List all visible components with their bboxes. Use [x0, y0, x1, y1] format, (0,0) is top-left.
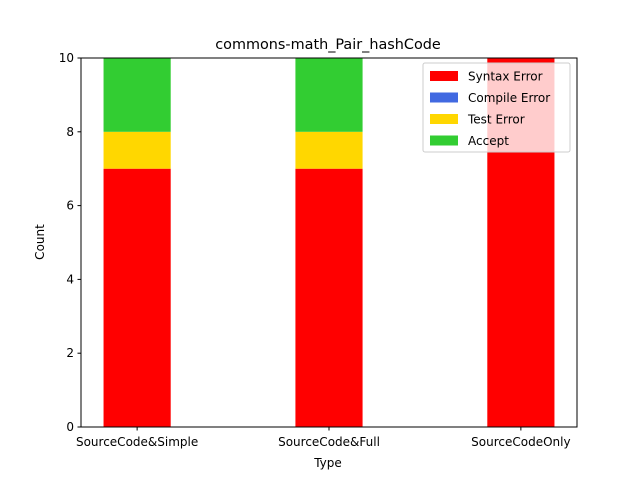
y-tick-label: 8	[66, 125, 74, 139]
bar-accept-0	[103, 58, 171, 132]
bar-syntax-error-1	[295, 168, 363, 427]
legend-swatch	[430, 114, 458, 124]
y-axis: 0 2 4 6 8 10	[59, 51, 81, 434]
legend-swatch	[430, 135, 458, 146]
legend-box	[422, 62, 571, 153]
bar-test-error-1	[295, 131, 363, 169]
legend-label: Test Error	[467, 113, 525, 127]
x-axis-label: Type	[313, 456, 342, 470]
legend-label: Compile Error	[468, 91, 550, 105]
y-tick-label: 4	[66, 272, 74, 286]
x-tick-label: SourceCode&Simple	[76, 435, 198, 449]
bars-group	[103, 58, 555, 427]
y-tick-label: 2	[66, 346, 74, 360]
bar-syntax-error-0	[103, 168, 171, 427]
y-axis-label: Count	[33, 224, 47, 260]
legend-swatch	[430, 92, 458, 103]
legend: Syntax Error Compile Error Test Error Accep…	[422, 62, 571, 153]
legend-swatch	[430, 71, 458, 81]
y-tick-label: 10	[59, 51, 74, 65]
x-tick-label: SourceCode&Full	[278, 435, 380, 449]
bar-test-error-0	[103, 131, 171, 169]
chart-title: commons-math_Pair_hashCode	[215, 37, 441, 53]
y-tick-label: 0	[66, 420, 74, 434]
legend-label: Accept	[468, 134, 509, 148]
x-axis: SourceCode&Simple SourceCode&Full SourceCo…	[76, 427, 571, 449]
legend-label: Syntax Error	[468, 70, 543, 84]
y-tick-label: 6	[66, 199, 74, 213]
x-tick-label: SourceCodeOnly	[471, 435, 570, 449]
bar-accept-1	[295, 58, 363, 132]
